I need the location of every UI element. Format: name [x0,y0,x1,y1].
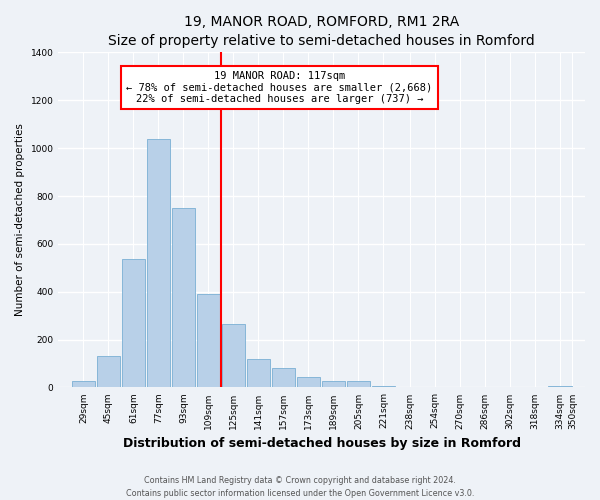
Bar [122,260,145,388]
Bar [297,378,320,388]
Title: 19, MANOR ROAD, ROMFORD, RM1 2RA
Size of property relative to semi-detached hous: 19, MANOR ROAD, ROMFORD, RM1 2RA Size of… [109,15,535,48]
Bar [197,294,220,388]
Bar [172,208,195,388]
Bar [548,386,572,388]
Bar [322,380,345,388]
Bar [372,386,395,388]
Bar [247,359,270,388]
Text: Contains HM Land Registry data © Crown copyright and database right 2024.
Contai: Contains HM Land Registry data © Crown c… [126,476,474,498]
Bar [272,368,295,388]
Bar [97,356,120,388]
Bar [347,380,370,388]
X-axis label: Distribution of semi-detached houses by size in Romford: Distribution of semi-detached houses by … [123,437,521,450]
Bar [71,382,95,388]
Y-axis label: Number of semi-detached properties: Number of semi-detached properties [15,124,25,316]
Bar [222,324,245,388]
Bar [147,138,170,388]
Text: 19 MANOR ROAD: 117sqm
← 78% of semi-detached houses are smaller (2,668)
22% of s: 19 MANOR ROAD: 117sqm ← 78% of semi-deta… [127,71,433,104]
